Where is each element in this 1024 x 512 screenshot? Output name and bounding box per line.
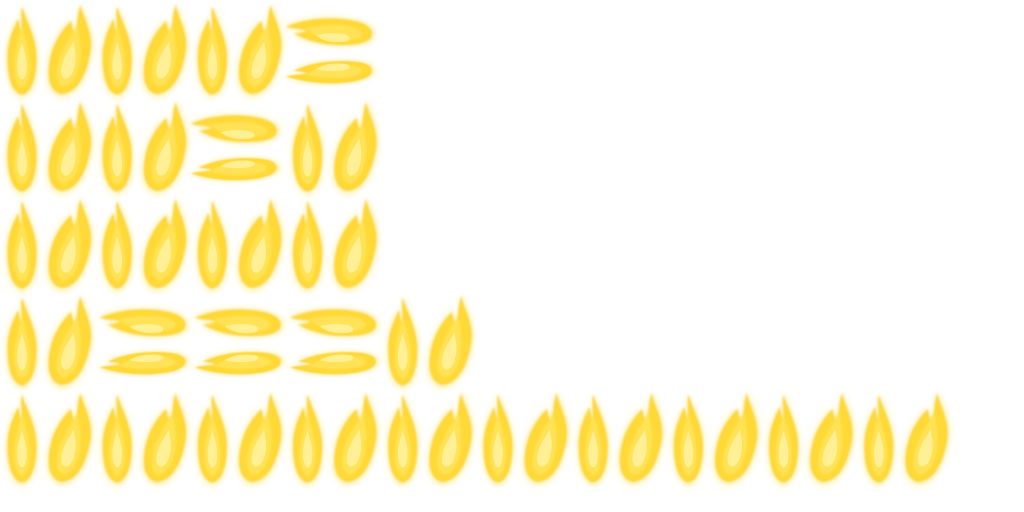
flame-sprite-1-7	[283, 17, 375, 84]
flame-sprite-1-1	[6, 4, 38, 98]
flame-sprite-5-13	[578, 392, 609, 486]
flame-sprite-3-6	[237, 197, 283, 291]
flame-sprite-5-9	[387, 392, 418, 486]
flame-sprite-5-18	[809, 391, 854, 485]
flame-sprite-5-10	[428, 391, 473, 485]
flame-sprite-3-2	[47, 197, 93, 291]
flame-sprite-3-7	[292, 198, 323, 292]
flame-sprite-2-2	[47, 100, 93, 194]
flame-sprite-5-11	[482, 392, 514, 486]
flame-sprite-3-5	[197, 198, 228, 292]
flame-sprite-2-7	[333, 100, 378, 194]
flame-sprite-5-4	[142, 391, 188, 485]
flame-sprite-2-6	[292, 101, 323, 195]
flame-sprite-4-1	[6, 295, 38, 389]
flame-sprite-5-8	[333, 391, 378, 485]
flame-sprite-5-1	[6, 392, 38, 486]
flame-sprite-5-16	[713, 391, 759, 485]
flame-sprite-3-1	[6, 198, 38, 292]
flame-sprite-1-6	[237, 3, 283, 97]
flame-sprite-1-4	[142, 3, 188, 97]
flame-sprite-5-14	[618, 391, 664, 485]
flame-sprite-4-2	[47, 294, 93, 388]
flame-sprite-5-3	[102, 392, 133, 486]
flame-sprite-3-8	[333, 197, 378, 291]
flame-sprite-5-19	[863, 392, 894, 486]
flame-sprite-5-12	[523, 391, 569, 485]
flame-sprite-4-4	[192, 308, 284, 375]
flame-sprite-1-3	[102, 4, 133, 98]
flame-sprite-5-20	[904, 391, 949, 485]
flame-sprite-4-5	[287, 308, 379, 375]
flame-sprite-5-17	[768, 392, 799, 486]
flame-sprite-2-4	[142, 100, 188, 194]
flame-sprite-4-6	[387, 295, 418, 389]
flame-sprite-2-1	[6, 101, 38, 195]
flame-sprite-5-15	[673, 392, 704, 486]
flame-sprite-1-2	[47, 3, 93, 97]
flame-sprite-5-2	[47, 391, 93, 485]
flame-sprite-1-5	[197, 4, 228, 98]
flame-sprite-4-7	[428, 294, 473, 388]
flame-sprite-3-4	[142, 197, 188, 291]
flame-sprite-2-3	[102, 101, 133, 195]
flame-sprite-2-5	[188, 114, 280, 181]
flame-sprite-4-3	[97, 308, 189, 375]
flame-sprite-5-5	[197, 392, 228, 486]
flame-sprite-5-6	[237, 391, 283, 485]
flame-sprite-3-3	[102, 198, 133, 292]
flame-sprite-5-7	[292, 392, 323, 486]
